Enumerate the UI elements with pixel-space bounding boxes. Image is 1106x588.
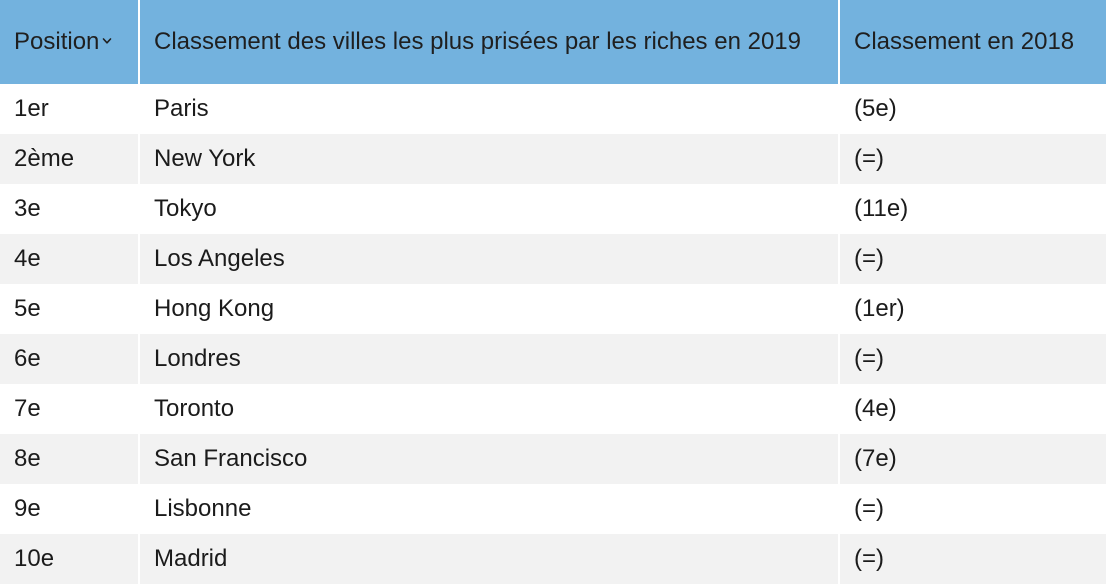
- cell-city: Toronto: [139, 384, 840, 434]
- cell-position: 1er: [0, 84, 140, 134]
- cell-position: 7e: [0, 384, 140, 434]
- cell-previous-rank: (=): [839, 484, 1106, 534]
- cell-city: Tokyo: [139, 184, 840, 234]
- cell-position: 10e: [0, 534, 140, 584]
- cell-position: 4e: [0, 234, 140, 284]
- cell-previous-rank: (11e): [839, 184, 1106, 234]
- cell-previous-rank: (7e): [839, 434, 1106, 484]
- cell-position: 2ème: [0, 134, 140, 184]
- chevron-down-icon: [101, 35, 113, 47]
- table-body: 1er Paris (5e) 2ème New York (=) 3e Tokyo (11e) 4…: [0, 84, 1106, 584]
- table-row: 3e Tokyo (11e): [0, 184, 1106, 234]
- header-city-label: Classement des villes les plus prisées p…: [154, 28, 801, 55]
- table-header: Position Classement des villes les plus …: [0, 0, 1106, 84]
- header-row: Position Classement des villes les plus …: [0, 0, 1106, 84]
- table-row: 4e Los Angeles (=): [0, 234, 1106, 284]
- table-row: 7e Toronto (4e): [0, 384, 1106, 434]
- cell-city: Los Angeles: [139, 234, 840, 284]
- header-prev: Classement en 2018: [839, 0, 1106, 84]
- header-city: Classement des villes les plus prisées p…: [139, 0, 840, 84]
- cell-previous-rank: (=): [839, 534, 1106, 584]
- table-row: 1er Paris (5e): [0, 84, 1106, 134]
- header-position-label: Position: [14, 28, 100, 55]
- cell-city: Lisbonne: [139, 484, 840, 534]
- header-prev-label: Classement en 2018: [854, 28, 1075, 55]
- cell-position: 3e: [0, 184, 140, 234]
- cell-previous-rank: (=): [839, 234, 1106, 284]
- cell-city: New York: [139, 134, 840, 184]
- sort-position-button[interactable]: Position: [14, 27, 113, 57]
- cell-position: 9e: [0, 484, 140, 534]
- cell-position: 6e: [0, 334, 140, 384]
- cell-city: Paris: [139, 84, 840, 134]
- cell-position: 8e: [0, 434, 140, 484]
- table-row: 8e San Francisco (7e): [0, 434, 1106, 484]
- table-row: 10e Madrid (=): [0, 534, 1106, 584]
- cell-previous-rank: (=): [839, 134, 1106, 184]
- cell-previous-rank: (4e): [839, 384, 1106, 434]
- cell-previous-rank: (1er): [839, 284, 1106, 334]
- cell-previous-rank: (=): [839, 334, 1106, 384]
- cell-position: 5e: [0, 284, 140, 334]
- table-row: 2ème New York (=): [0, 134, 1106, 184]
- table-row: 9e Lisbonne (=): [0, 484, 1106, 534]
- cell-city: Londres: [139, 334, 840, 384]
- cell-city: Hong Kong: [139, 284, 840, 334]
- cell-city: Madrid: [139, 534, 840, 584]
- header-position[interactable]: Position: [0, 0, 140, 84]
- table-row: 6e Londres (=): [0, 334, 1106, 384]
- table-row: 5e Hong Kong (1er): [0, 284, 1106, 334]
- cell-city: San Francisco: [139, 434, 840, 484]
- cell-previous-rank: (5e): [839, 84, 1106, 134]
